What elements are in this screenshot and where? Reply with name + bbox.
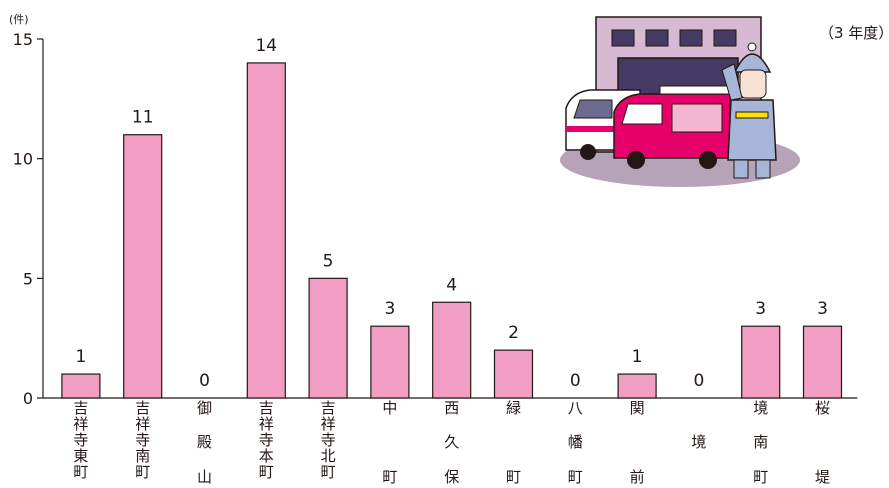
category-label-char: 南 [135,447,150,465]
bar [741,325,781,399]
station-window [679,29,703,47]
category-label-char: 寺 [259,431,274,449]
category-label-char: 境 [753,399,768,417]
category-label-char: 本 [259,447,274,465]
category-label-char: 吉 [73,399,88,417]
category-label-char: 中 [382,399,397,417]
category-label-char: 八 [568,399,583,417]
category-label-char: 祥 [259,415,274,433]
category-label-char: 町 [568,468,583,486]
bar [432,301,472,399]
data-label: 0 [199,371,210,391]
category-label-char: 桜 [815,399,830,417]
data-label: 0 [570,371,581,391]
category-label-char: 寺 [73,431,88,449]
category-label-char: 町 [506,468,521,486]
category-label-char: 寺 [135,431,150,449]
chart-labels: 1吉祥寺東町11吉祥寺南町0御殿山14吉祥寺本町5吉祥寺北町3中町4西久保2緑町… [73,36,830,486]
category-label-char: 寺 [321,431,336,449]
data-label: 3 [817,299,828,319]
station-window [645,29,669,47]
category-label-char: 町 [259,463,274,481]
category-label-char: 堤 [815,468,830,486]
category-label-char: 祥 [73,415,88,433]
category-label-char: 山 [197,468,212,486]
red-truck-wheel [699,151,717,169]
category-label-char: 西 [444,399,459,417]
y-axis-unit: (件) [9,13,29,26]
category-label-char: 町 [382,468,397,486]
data-label: 11 [132,108,154,128]
white-truck-wheel [580,144,596,160]
bar [123,134,163,399]
station-window [713,29,737,47]
y-tick-label: 15 [13,30,33,49]
category-label-char: 吉 [321,399,336,417]
category-label-char: 関 [630,399,645,417]
bar [617,373,657,399]
category-label-char: 保 [444,468,459,486]
data-label: 14 [255,36,277,56]
red-truck-ladder [659,85,733,95]
bar [493,349,534,399]
category-label-char: 緑 [506,399,521,417]
data-label: 5 [323,251,334,271]
bar [802,325,843,399]
bar [308,277,348,399]
fiscal-year-note: （3 年度） [819,24,889,42]
category-label-char: 境 [691,433,706,451]
firefighter-figure [721,42,777,179]
category-label-char: 吉 [135,399,150,417]
data-label: 1 [632,347,643,367]
category-label-char: 町 [135,463,150,481]
fire-station-illustration [560,16,800,187]
red-truck-wheel [627,151,645,169]
data-label: 3 [755,299,766,319]
white-truck-windshield [573,99,613,119]
bar [61,373,101,399]
y-tick-label: 0 [23,389,33,408]
category-label-char: 久 [444,433,459,451]
data-label: 4 [446,275,457,295]
category-label-char: 町 [753,468,768,486]
chart-bars [61,62,843,399]
category-label-char: 御 [197,399,212,417]
red-truck-panel [671,103,723,133]
data-label: 1 [75,347,86,367]
y-tick-label: 5 [23,269,33,288]
category-label-char: 町 [321,463,336,481]
category-label-char: 幡 [568,433,583,451]
white-truck-stripe [566,126,640,132]
category-label-char: 東 [73,447,88,465]
category-label-char: 吉 [259,399,274,417]
data-label: 2 [508,323,519,343]
category-label-char: 祥 [135,415,150,433]
category-label-char: 町 [73,463,88,481]
data-label: 0 [693,371,704,391]
category-label-char: 南 [753,433,768,451]
category-label-char: 北 [321,447,336,465]
data-label: 3 [384,299,395,319]
y-tick-label: 10 [13,150,33,169]
category-label-char: 殿 [197,433,212,451]
red-truck-windshield [621,103,663,125]
category-label-char: 祥 [321,415,336,433]
bar [246,62,286,399]
category-label-char: 前 [630,468,645,486]
bar [370,325,410,399]
station-window [611,29,635,47]
